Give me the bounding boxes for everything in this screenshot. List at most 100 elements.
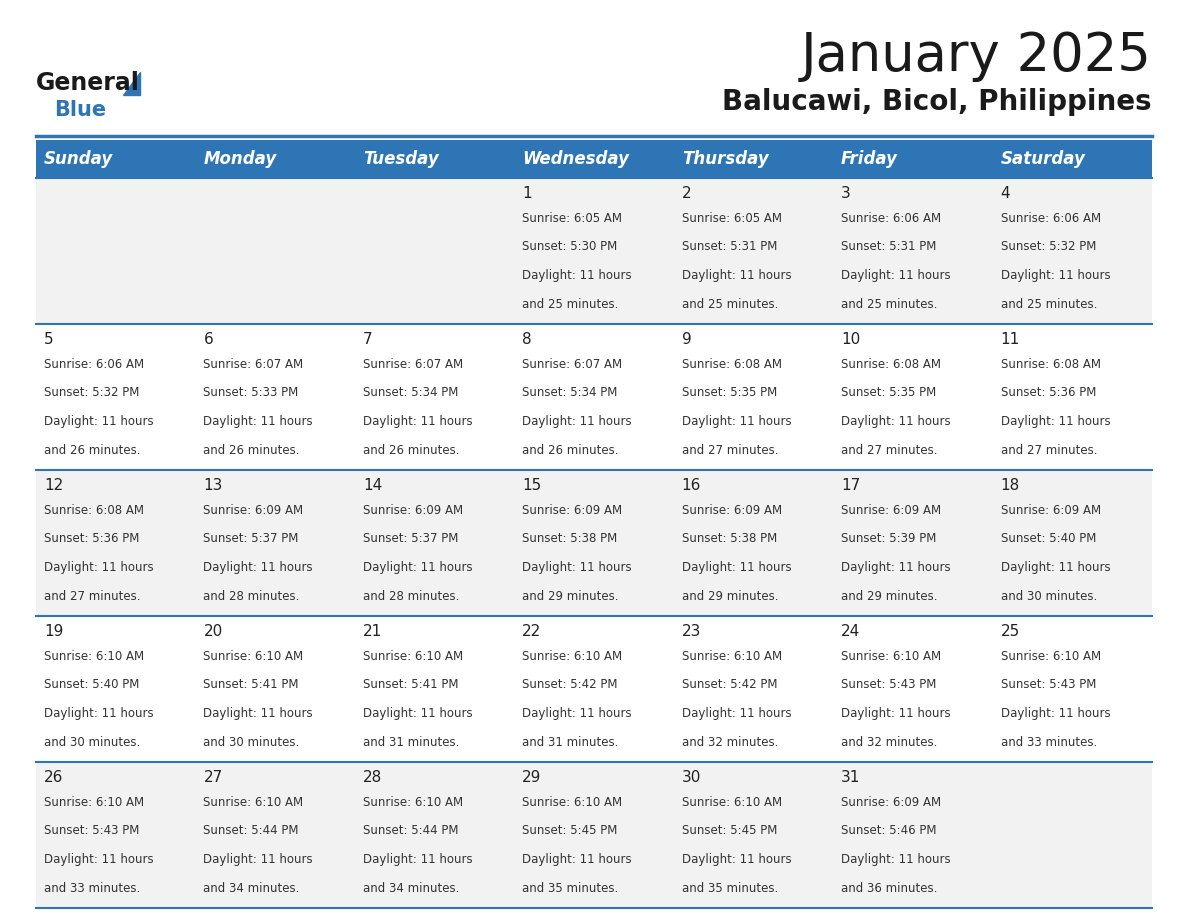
Text: and 27 minutes.: and 27 minutes. — [841, 443, 937, 456]
Text: and 27 minutes.: and 27 minutes. — [682, 443, 778, 456]
Text: and 26 minutes.: and 26 minutes. — [44, 443, 140, 456]
Text: Daylight: 11 hours: Daylight: 11 hours — [523, 853, 632, 866]
Text: Sunset: 5:41 PM: Sunset: 5:41 PM — [203, 678, 299, 691]
Text: 2: 2 — [682, 186, 691, 201]
Text: 14: 14 — [362, 478, 383, 493]
Text: 3: 3 — [841, 186, 851, 201]
Text: Sunset: 5:34 PM: Sunset: 5:34 PM — [523, 386, 618, 399]
Text: and 32 minutes.: and 32 minutes. — [682, 735, 778, 748]
Text: Saturday: Saturday — [1000, 150, 1086, 168]
Text: Sunset: 5:43 PM: Sunset: 5:43 PM — [841, 678, 936, 691]
Text: and 25 minutes.: and 25 minutes. — [523, 297, 619, 310]
Text: and 27 minutes.: and 27 minutes. — [1000, 443, 1097, 456]
Text: Sunrise: 6:10 AM: Sunrise: 6:10 AM — [203, 796, 304, 809]
Text: and 25 minutes.: and 25 minutes. — [1000, 297, 1097, 310]
Text: Sunrise: 6:10 AM: Sunrise: 6:10 AM — [362, 796, 463, 809]
Text: Sunrise: 6:05 AM: Sunrise: 6:05 AM — [523, 212, 623, 225]
Text: Daylight: 11 hours: Daylight: 11 hours — [44, 853, 153, 866]
Text: and 29 minutes.: and 29 minutes. — [523, 589, 619, 602]
Text: and 34 minutes.: and 34 minutes. — [362, 881, 460, 894]
Text: Sunset: 5:38 PM: Sunset: 5:38 PM — [523, 532, 618, 545]
Text: 24: 24 — [841, 624, 860, 639]
Text: Sunset: 5:42 PM: Sunset: 5:42 PM — [682, 678, 777, 691]
Text: Sunrise: 6:10 AM: Sunrise: 6:10 AM — [44, 650, 144, 663]
Text: 5: 5 — [44, 332, 53, 347]
Text: Daylight: 11 hours: Daylight: 11 hours — [44, 707, 153, 720]
Text: Daylight: 11 hours: Daylight: 11 hours — [841, 269, 950, 282]
Text: Sunrise: 6:08 AM: Sunrise: 6:08 AM — [1000, 358, 1100, 371]
Text: Sunrise: 6:10 AM: Sunrise: 6:10 AM — [362, 650, 463, 663]
Text: and 29 minutes.: and 29 minutes. — [841, 589, 937, 602]
Text: Sunrise: 6:09 AM: Sunrise: 6:09 AM — [1000, 504, 1101, 517]
Text: and 26 minutes.: and 26 minutes. — [203, 443, 299, 456]
Text: Sunset: 5:34 PM: Sunset: 5:34 PM — [362, 386, 459, 399]
Text: 8: 8 — [523, 332, 532, 347]
Text: 12: 12 — [44, 478, 63, 493]
Text: Daylight: 11 hours: Daylight: 11 hours — [682, 707, 791, 720]
Text: Sunset: 5:35 PM: Sunset: 5:35 PM — [841, 386, 936, 399]
Text: Daylight: 11 hours: Daylight: 11 hours — [523, 415, 632, 428]
Text: 4: 4 — [1000, 186, 1010, 201]
Text: 23: 23 — [682, 624, 701, 639]
Text: Sunrise: 6:08 AM: Sunrise: 6:08 AM — [44, 504, 144, 517]
Text: Balucawi, Bicol, Philippines: Balucawi, Bicol, Philippines — [722, 88, 1152, 116]
Text: Thursday: Thursday — [682, 150, 769, 168]
Text: and 31 minutes.: and 31 minutes. — [362, 735, 460, 748]
Text: Daylight: 11 hours: Daylight: 11 hours — [203, 853, 314, 866]
Text: Daylight: 11 hours: Daylight: 11 hours — [203, 415, 314, 428]
Text: Sunset: 5:40 PM: Sunset: 5:40 PM — [1000, 532, 1097, 545]
Text: and 25 minutes.: and 25 minutes. — [841, 297, 937, 310]
Text: 18: 18 — [1000, 478, 1019, 493]
Text: Sunrise: 6:05 AM: Sunrise: 6:05 AM — [682, 212, 782, 225]
Text: Daylight: 11 hours: Daylight: 11 hours — [44, 561, 153, 574]
Text: 10: 10 — [841, 332, 860, 347]
Text: and 27 minutes.: and 27 minutes. — [44, 589, 140, 602]
Text: Daylight: 11 hours: Daylight: 11 hours — [682, 561, 791, 574]
Text: Sunset: 5:39 PM: Sunset: 5:39 PM — [841, 532, 936, 545]
Text: General: General — [36, 71, 140, 95]
Text: 9: 9 — [682, 332, 691, 347]
Text: Sunrise: 6:09 AM: Sunrise: 6:09 AM — [203, 504, 304, 517]
Text: 1: 1 — [523, 186, 532, 201]
Text: Sunrise: 6:06 AM: Sunrise: 6:06 AM — [44, 358, 144, 371]
Text: and 30 minutes.: and 30 minutes. — [203, 735, 299, 748]
Text: Sunset: 5:31 PM: Sunset: 5:31 PM — [682, 241, 777, 253]
Text: and 26 minutes.: and 26 minutes. — [523, 443, 619, 456]
Text: and 29 minutes.: and 29 minutes. — [682, 589, 778, 602]
Text: 22: 22 — [523, 624, 542, 639]
Text: Daylight: 11 hours: Daylight: 11 hours — [841, 561, 950, 574]
Text: 7: 7 — [362, 332, 373, 347]
Text: Sunrise: 6:07 AM: Sunrise: 6:07 AM — [362, 358, 463, 371]
Text: 26: 26 — [44, 770, 63, 785]
Text: Blue: Blue — [53, 100, 106, 120]
Text: Sunrise: 6:09 AM: Sunrise: 6:09 AM — [841, 504, 941, 517]
Text: 15: 15 — [523, 478, 542, 493]
Text: and 30 minutes.: and 30 minutes. — [44, 735, 140, 748]
Text: and 30 minutes.: and 30 minutes. — [1000, 589, 1097, 602]
Text: Sunset: 5:38 PM: Sunset: 5:38 PM — [682, 532, 777, 545]
Text: Daylight: 11 hours: Daylight: 11 hours — [362, 561, 473, 574]
Text: Daylight: 11 hours: Daylight: 11 hours — [44, 415, 153, 428]
Text: Sunset: 5:43 PM: Sunset: 5:43 PM — [1000, 678, 1097, 691]
Bar — [36, 616, 1152, 762]
Text: Daylight: 11 hours: Daylight: 11 hours — [203, 561, 314, 574]
Text: 17: 17 — [841, 478, 860, 493]
Text: Sunrise: 6:10 AM: Sunrise: 6:10 AM — [682, 796, 782, 809]
Text: Sunset: 5:32 PM: Sunset: 5:32 PM — [44, 386, 139, 399]
Text: Sunrise: 6:10 AM: Sunrise: 6:10 AM — [682, 650, 782, 663]
Text: and 34 minutes.: and 34 minutes. — [203, 881, 299, 894]
Text: Sunset: 5:37 PM: Sunset: 5:37 PM — [203, 532, 299, 545]
Text: and 28 minutes.: and 28 minutes. — [203, 589, 299, 602]
Bar — [36, 324, 1152, 470]
Text: Sunrise: 6:08 AM: Sunrise: 6:08 AM — [841, 358, 941, 371]
Text: Sunset: 5:30 PM: Sunset: 5:30 PM — [523, 241, 618, 253]
Text: Sunrise: 6:10 AM: Sunrise: 6:10 AM — [523, 650, 623, 663]
Text: 29: 29 — [523, 770, 542, 785]
Bar — [36, 178, 1152, 324]
Text: 27: 27 — [203, 770, 222, 785]
Text: Daylight: 11 hours: Daylight: 11 hours — [682, 415, 791, 428]
Bar — [36, 140, 1152, 178]
Text: Daylight: 11 hours: Daylight: 11 hours — [1000, 707, 1111, 720]
Text: Daylight: 11 hours: Daylight: 11 hours — [523, 707, 632, 720]
Text: Sunrise: 6:07 AM: Sunrise: 6:07 AM — [203, 358, 304, 371]
